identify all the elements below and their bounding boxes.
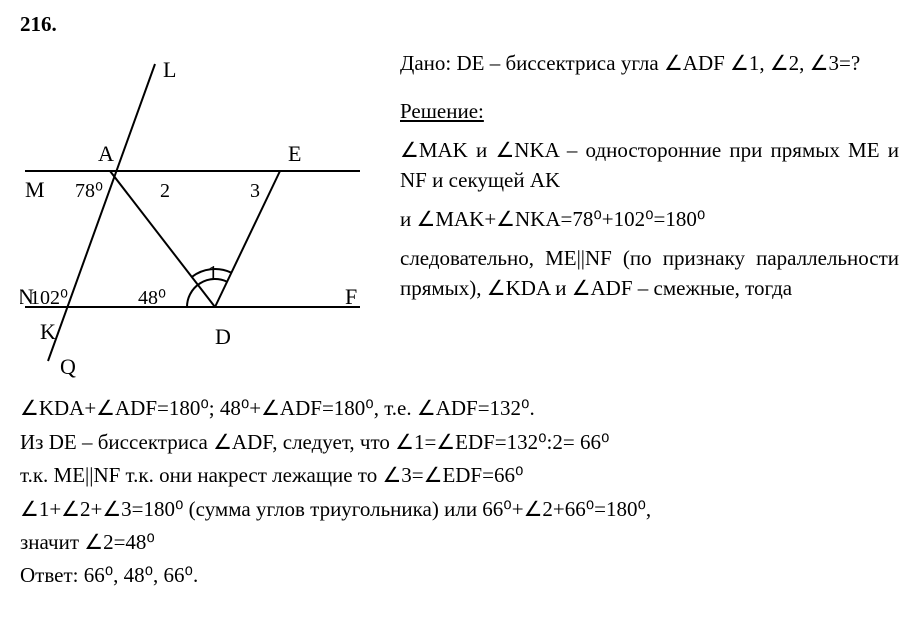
svg-text:3: 3 [250,180,260,202]
svg-text:F: F [345,284,357,309]
svg-text:A: A [98,141,114,166]
svg-text:102⁰: 102⁰ [30,287,68,309]
svg-text:2: 2 [160,180,170,202]
solution-line-2: Из DE – биссектриса ∠ADF, следует, что ∠… [20,428,899,457]
svg-text:M: M [25,177,45,202]
svg-text:K: K [40,319,56,344]
svg-text:E: E [288,141,301,166]
solution-text-3: следовательно, ME||NF (по признаку парал… [400,244,899,303]
problem-number: 216. [20,10,899,39]
svg-text:1: 1 [208,262,218,284]
given-text: Дано: DE – биссектриса угла ∠ADF ∠1, ∠2,… [400,49,899,78]
solution-text-2: и ∠MAK+∠NKA=78⁰+102⁰=180⁰ [400,205,899,234]
svg-text:L: L [163,57,176,82]
solution-line-4: ∠1+∠2+∠3=180⁰ (сумма углов триугольника)… [20,495,899,524]
solution-line-5: значит ∠2=48⁰ [20,528,899,557]
solution-line-3: т.к. ME||NF т.к. они накрест лежащие то … [20,461,899,490]
svg-text:48⁰: 48⁰ [138,287,166,309]
svg-text:78⁰: 78⁰ [75,180,103,202]
answer-text: Ответ: 66⁰, 48⁰, 66⁰. [20,561,899,590]
solution-header: Решение: [400,99,484,123]
geometry-diagram: MAEFDNKLQ78⁰23148⁰102⁰ [20,49,380,389]
solution-line-1: ∠KDA+∠ADF=180⁰; 48⁰+∠ADF=180⁰, т.е. ∠ADF… [20,394,899,423]
svg-text:Q: Q [60,354,76,379]
svg-text:D: D [215,324,231,349]
solution-text-1: ∠MAK и ∠NKA – односторонние при прямых M… [400,136,899,195]
